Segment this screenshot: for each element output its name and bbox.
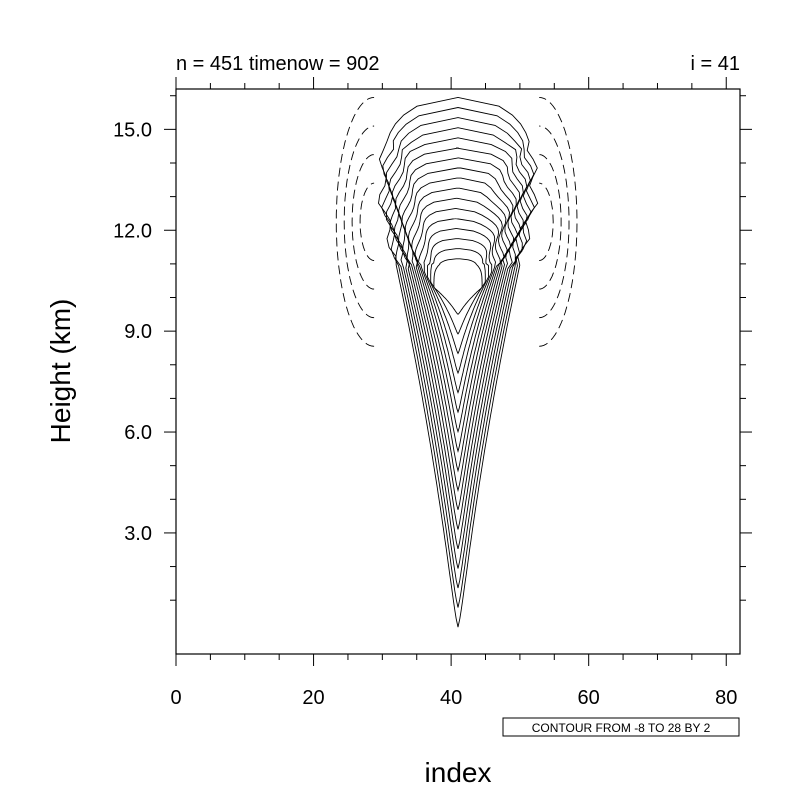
y-axis-label: Height (km) <box>45 299 76 444</box>
y-tick-label: 9.0 <box>124 321 152 343</box>
positive-contour-line <box>388 127 528 569</box>
negative-contour-line <box>539 125 570 319</box>
negative-contour-line <box>539 182 554 261</box>
positive-contour-line <box>414 207 501 414</box>
x-axis-label: index <box>425 757 492 788</box>
positive-contour-line <box>433 258 483 315</box>
x-tick-label: 20 <box>302 687 324 709</box>
positive-contour-line <box>404 177 512 473</box>
positive-contour-line <box>430 248 486 335</box>
title-left: n = 451 timenow = 902 <box>176 53 379 75</box>
positive-contour-line <box>391 137 524 550</box>
x-tick-label: 60 <box>578 687 600 709</box>
y-tick-label: 6.0 <box>124 422 152 444</box>
positive-contour-line <box>395 147 522 530</box>
positive-contour-line <box>408 187 508 453</box>
positive-contour-line <box>418 218 496 394</box>
y-axis-ticks <box>164 95 752 601</box>
positive-contour-line <box>381 107 535 608</box>
positive-contour-line <box>401 167 515 493</box>
x-tick-label: 80 <box>715 687 737 709</box>
positive-contour-line <box>385 117 532 589</box>
title-right: i = 41 <box>691 53 740 75</box>
positive-contour-line <box>378 96 539 628</box>
negative-contour-line <box>359 182 375 261</box>
y-tick-label: 15.0 <box>113 119 152 141</box>
y-axis-tick-labels: 3.0 6.0 9.0 12.0 15.0 <box>113 119 152 545</box>
positive-contour-line <box>423 228 493 375</box>
negative-contour-line <box>539 154 562 290</box>
negative-contour-line <box>335 96 375 347</box>
y-tick-label: 3.0 <box>124 523 152 545</box>
positive-contour-line <box>398 157 518 510</box>
negative-contour-line <box>539 96 578 347</box>
positive-contour-line <box>427 238 489 355</box>
plot-frame <box>175 88 741 655</box>
y-tick-label: 12.0 <box>113 220 152 242</box>
positive-contour-line <box>411 197 505 434</box>
negative-contour-line <box>343 125 375 319</box>
x-tick-label: 40 <box>440 687 462 709</box>
contour-info-label: CONTOUR FROM -8 TO 28 BY 2 <box>532 721 711 735</box>
contour-lines <box>335 96 578 628</box>
x-axis-tick-labels: 0 20 40 60 80 <box>170 687 737 709</box>
contour-info-box <box>502 717 740 737</box>
x-tick-label: 0 <box>170 687 181 709</box>
negative-contour-line <box>351 154 375 290</box>
x-axis-ticks <box>175 77 727 666</box>
